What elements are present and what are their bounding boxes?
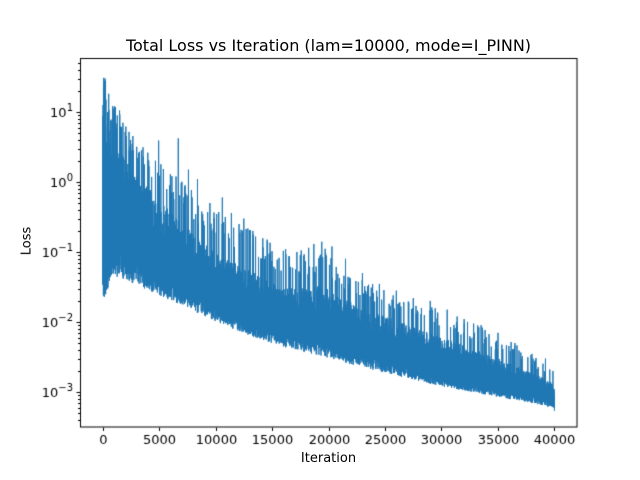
x-axis-label: Iteration: [300, 451, 357, 466]
y-axis-label: Loss: [19, 226, 35, 256]
chart-title: Total Loss vs Iteration (lam=10000, mode…: [125, 36, 532, 55]
